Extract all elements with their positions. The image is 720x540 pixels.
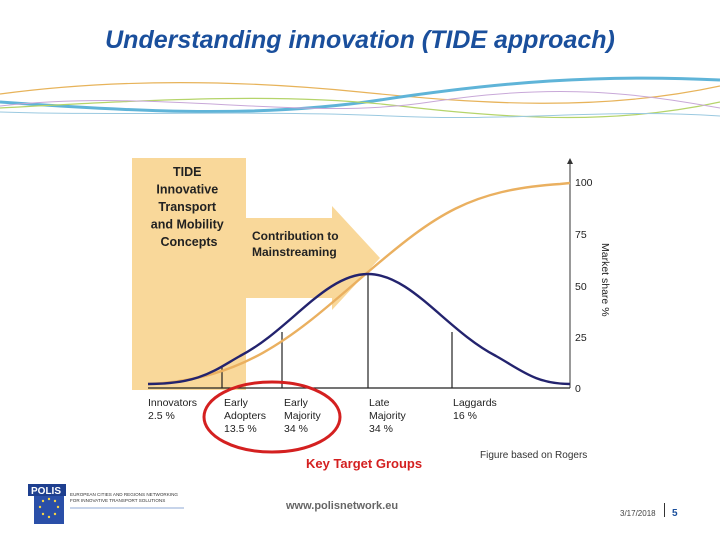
group-late-majority-name-2: Majority [369, 410, 407, 422]
svg-text:Innovators 2.5 %: Innovators 2.5 % [148, 397, 200, 422]
y-tick-0: 0 [575, 383, 581, 395]
group-late-majority-name-1: Late [369, 397, 390, 409]
svg-text:Early Majority 34: Early Majority 34 % [284, 397, 324, 435]
tide-box-line-5: Concepts [161, 235, 218, 249]
footer-url[interactable]: www.polisnetwork.eu [286, 500, 399, 512]
group-late-majority-pct: 34 % [369, 423, 393, 435]
y-tick-100: 100 [575, 177, 593, 189]
key-target-groups-label: Key Target Groups [306, 456, 422, 471]
tide-box-line-1: TIDE [173, 165, 201, 179]
arrow-label-line-2: Mainstreaming [252, 245, 337, 259]
arrow-label-line-1: Contribution to [252, 229, 339, 243]
svg-text:Laggards 16 %: Laggards 16 % [453, 397, 500, 422]
logo-tagline-1: EUROPEAN CITIES AND REGIONS NETWORKING [70, 492, 178, 497]
group-innovators-pct: 2.5 % [148, 410, 175, 422]
group-early-adopters-name-1: Early [224, 397, 249, 409]
svg-text:EUROPEAN CITIES AND REGIONS NE: EUROPEAN CITIES AND REGIONS NETWORKING F… [70, 492, 179, 503]
y-axis-label: Market share % [599, 243, 611, 317]
y-tick-50: 50 [575, 281, 587, 293]
y-tick-25: 25 [575, 332, 587, 344]
group-laggards-pct: 16 % [453, 410, 477, 422]
svg-text:Contribution to Mainstream: Contribution to Mainstreaming [252, 229, 342, 259]
group-innovators-name: Innovators [148, 397, 197, 409]
decorative-wave-lines [0, 76, 720, 119]
group-early-adopters-pct: 13.5 % [224, 423, 257, 435]
tide-box-line-2: Innovative [156, 183, 218, 197]
footer-date: 3/17/2018 [620, 509, 656, 518]
y-axis-arrowhead [567, 158, 573, 164]
cumulative-s-curve [147, 181, 571, 386]
svg-text:Late Majority 34 %: Late Majority 34 % [369, 397, 409, 435]
key-target-highlight-circle [202, 380, 342, 454]
group-early-majority-pct: 34 % [284, 423, 308, 435]
group-laggards-name: Laggards [453, 397, 497, 409]
logo-tagline-2: FOR INNOVATIVE TRANSPORT SOLUTIONS [70, 498, 165, 503]
footer-separator [664, 503, 665, 517]
group-early-majority-name-2: Majority [284, 410, 322, 422]
slide-title: Understanding innovation (TIDE approach) [105, 26, 615, 54]
tide-box [132, 158, 246, 390]
polis-logo: POLIS EUROPEAN CITIES AND REGIONS NETWOR… [28, 484, 184, 524]
y-tick-75: 75 [575, 229, 587, 241]
tide-box-line-4: and Mobility [151, 218, 224, 232]
group-early-majority-name-1: Early [284, 397, 309, 409]
mainstreaming-arrow [246, 206, 380, 310]
source-note: Figure based on Rogers [480, 450, 587, 461]
bell-curve [147, 272, 571, 386]
tide-box-line-3: Transport [158, 200, 216, 214]
svg-text:TIDE Innovative Transp: TIDE Innovative Transport and Mobility C… [151, 165, 227, 249]
page-number: 5 [672, 508, 678, 519]
group-early-adopters-name-2: Adopters [224, 410, 266, 422]
svg-text:Early Adopters 13.: Early Adopters 13.5 % [224, 397, 269, 435]
polis-logo-text: POLIS [31, 486, 61, 497]
